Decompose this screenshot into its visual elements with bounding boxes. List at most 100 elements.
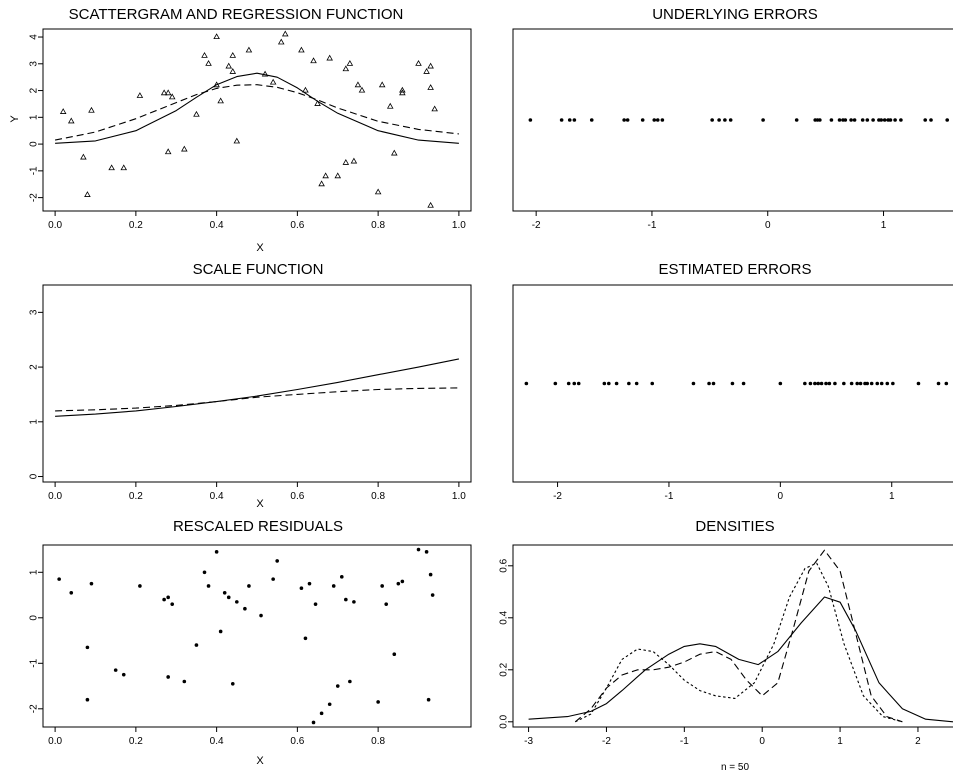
x-tick-label: -1: [680, 736, 689, 747]
data-point: [121, 672, 126, 677]
data-point: [916, 381, 921, 386]
data-point: [559, 118, 564, 122]
data-point-triangle: [374, 188, 382, 195]
data-point: [888, 118, 893, 122]
data-point: [855, 381, 860, 386]
data-point: [627, 381, 631, 386]
y-tick-label: 2: [29, 87, 40, 93]
data-point: [837, 118, 842, 122]
data-point: [808, 381, 813, 386]
data-point-triangle: [378, 81, 386, 88]
data-point-triangle: [386, 102, 394, 109]
data-point-triangle: [217, 97, 224, 104]
data-point: [650, 381, 655, 386]
data-point: [871, 118, 875, 122]
panel-title-scale-function: SCALE FUNCTION: [193, 261, 324, 278]
data-point: [85, 645, 90, 650]
series-line-solid: [528, 596, 953, 723]
y-tick-label: 4: [29, 34, 40, 40]
data-point-triangle: [314, 100, 321, 106]
data-point-triangle: [326, 54, 333, 61]
series-line-dashed: [54, 84, 459, 141]
data-point: [869, 381, 874, 386]
data-point-triangle: [342, 65, 350, 72]
data-point: [652, 118, 657, 122]
y-tick-label: 3: [29, 309, 40, 315]
data-point: [235, 600, 239, 604]
data-point: [162, 597, 166, 602]
data-point: [313, 602, 318, 606]
data-point: [299, 586, 304, 591]
data-point: [230, 681, 235, 686]
data-point: [875, 381, 880, 386]
data-point: [567, 118, 572, 122]
y-tick-label: 2: [29, 364, 40, 370]
data-point-triangle: [108, 164, 115, 171]
data-point: [339, 575, 344, 579]
plot-frame: [42, 28, 472, 212]
panel-title-underlying-errors: UNDERLYING ERRORS: [652, 6, 818, 23]
y-tick-label: -1: [29, 166, 40, 175]
data-point-triangle: [334, 172, 342, 179]
data-point: [858, 381, 863, 386]
x-tick-label: 0.0: [48, 736, 62, 747]
data-point-triangle: [120, 164, 128, 171]
figure-footnote: n = 50: [721, 762, 750, 773]
data-point-triangle: [213, 33, 220, 40]
x-tick-label: 0.0: [48, 220, 62, 231]
x-tick-label: 1: [889, 491, 895, 502]
panel-estimated-errors: -2 -1 0 1: [512, 284, 953, 502]
data-point-triangle: [181, 145, 188, 152]
panel-xlabel-rescaled: X: [256, 755, 264, 767]
data-point: [89, 581, 94, 586]
data-point: [428, 572, 433, 577]
data-point: [348, 679, 352, 684]
data-point: [400, 579, 405, 584]
data-point: [396, 581, 401, 586]
data-point: [842, 381, 846, 386]
x-tick-label: 0.8: [371, 736, 385, 747]
y-tick-label: 0: [29, 473, 40, 479]
data-point: [655, 118, 660, 122]
series-line-dashed: [574, 549, 903, 723]
data-point-triangle: [164, 148, 172, 155]
x-tick-label: 0.6: [290, 736, 304, 747]
data-point: [222, 590, 227, 595]
x-tick-label: -3: [524, 736, 533, 747]
data-point: [327, 702, 332, 707]
data-point-triangle: [390, 149, 398, 156]
data-point: [723, 118, 727, 122]
data-point-triangle: [193, 110, 200, 117]
data-point: [335, 684, 340, 688]
data-point: [819, 381, 824, 386]
data-point: [430, 593, 435, 597]
data-point: [138, 584, 142, 588]
data-point: [572, 118, 577, 122]
x-tick-label: 0.6: [290, 491, 304, 502]
data-point-triangle: [281, 30, 289, 37]
data-point: [218, 629, 223, 634]
x-tick-label: -1: [647, 220, 656, 231]
data-point-triangle: [302, 86, 309, 93]
y-tick-label: -2: [29, 704, 40, 713]
x-tick-label: 1.0: [452, 491, 466, 502]
data-point: [566, 381, 571, 386]
data-point: [761, 118, 765, 122]
data-point-triangle: [233, 137, 241, 144]
data-point: [849, 118, 853, 122]
data-point-triangle: [160, 89, 168, 96]
data-point: [717, 118, 721, 122]
data-point: [865, 118, 870, 122]
data-point: [803, 381, 807, 386]
data-point-triangle: [201, 51, 208, 58]
data-point: [170, 602, 175, 606]
series-line-solid: [55, 358, 460, 417]
panel-title-estimated-errors: ESTIMATED ERRORS: [658, 261, 811, 278]
panel-scattergram: 0.0 0.2 0.4 0.6 0.8 1.0 -2 -1 0 1 2 3 4: [28, 28, 472, 231]
data-point: [929, 118, 933, 122]
y-tick-label: 1: [29, 114, 40, 120]
x-tick-label: 0.8: [371, 220, 385, 231]
data-point: [778, 381, 783, 386]
data-point: [622, 118, 626, 122]
